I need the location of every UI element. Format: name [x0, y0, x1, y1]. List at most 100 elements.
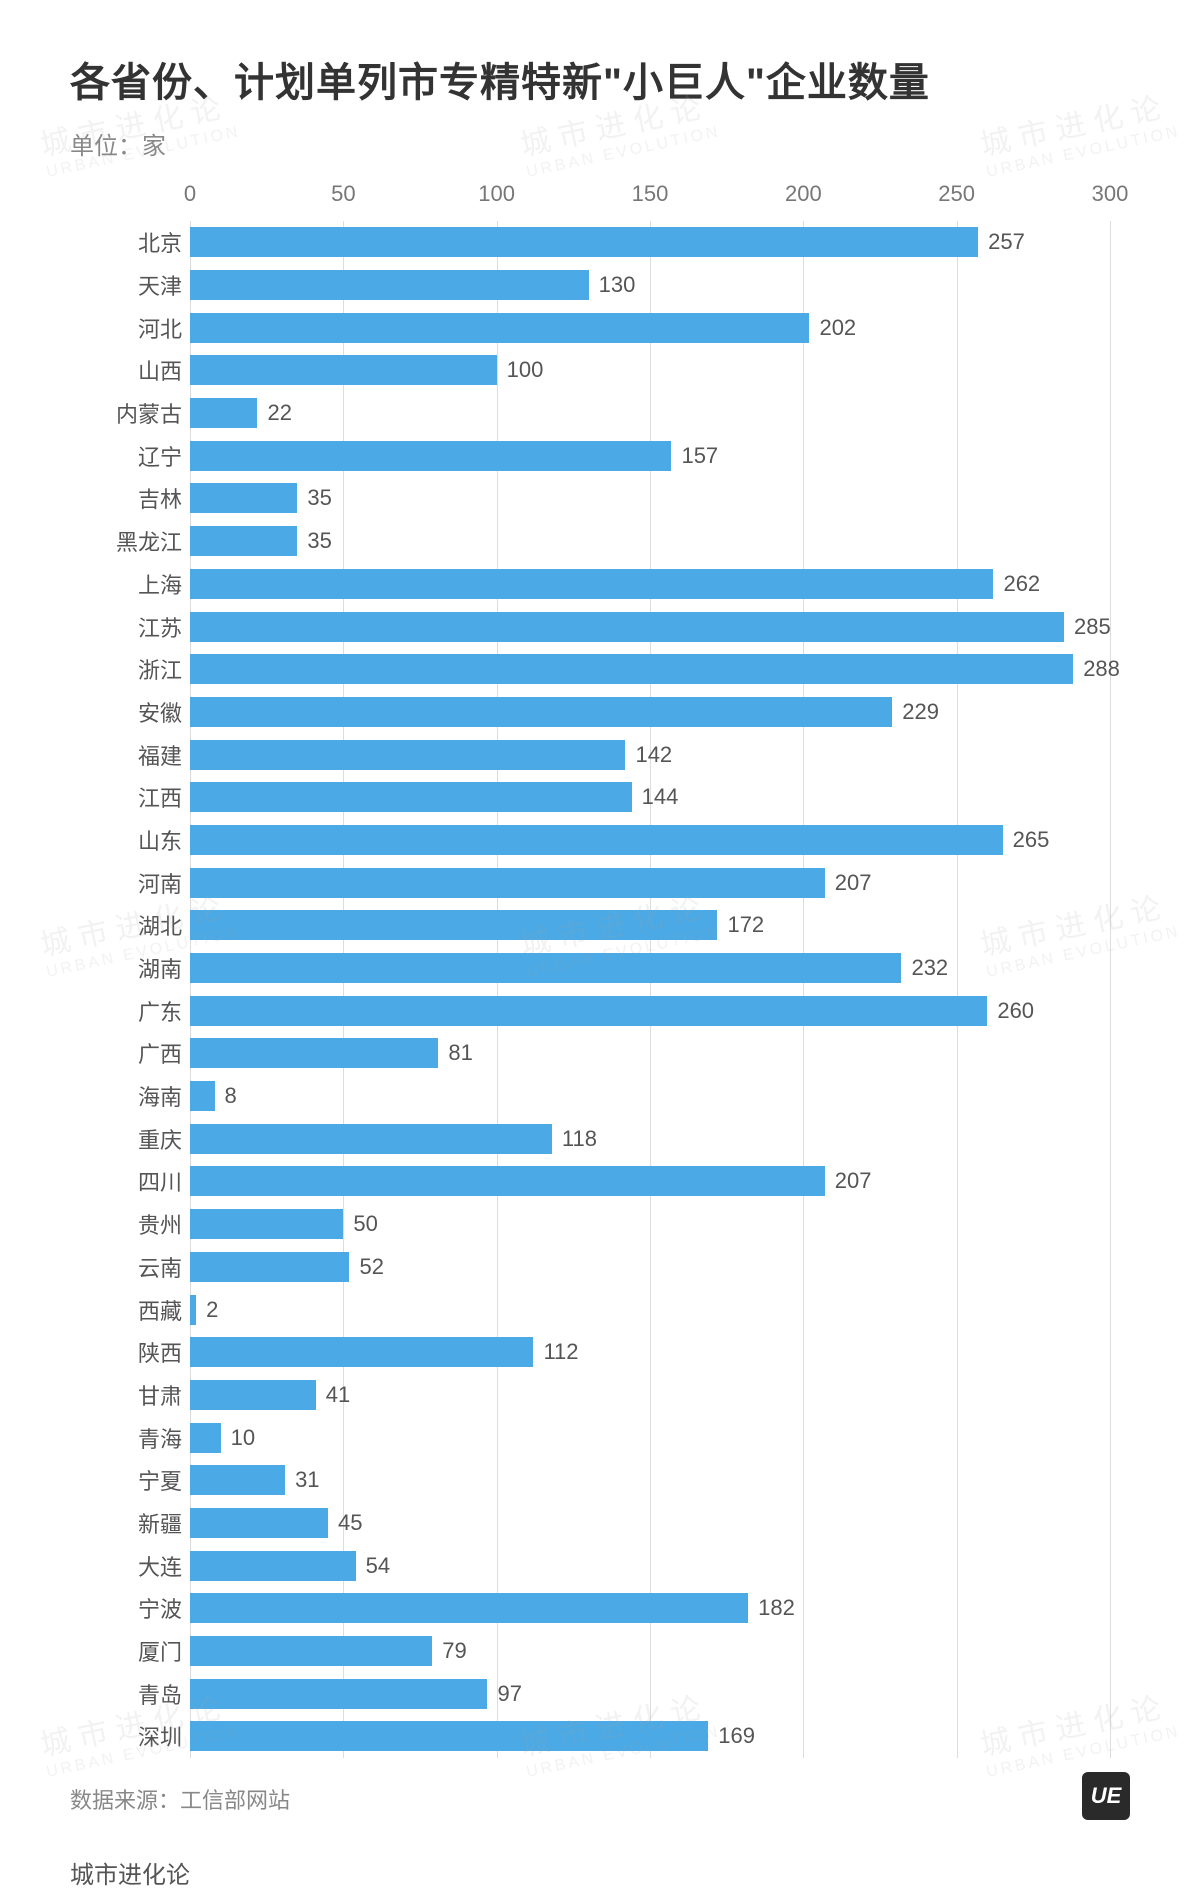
category-label: 四川	[62, 1165, 182, 1197]
bar	[190, 1679, 487, 1709]
value-label: 50	[353, 1211, 377, 1237]
category-label: 陕西	[62, 1336, 182, 1368]
bar-row: 新疆45	[190, 1502, 1110, 1545]
value-label: 157	[681, 443, 718, 469]
bar-row: 河北202	[190, 306, 1110, 349]
category-label: 深圳	[62, 1720, 182, 1752]
value-label: 112	[543, 1339, 578, 1365]
value-label: 8	[225, 1083, 237, 1109]
category-label: 广东	[62, 995, 182, 1027]
x-axis-tick: 200	[785, 181, 822, 207]
category-label: 青海	[62, 1422, 182, 1454]
category-label: 湖北	[62, 909, 182, 941]
bar-row: 辽宁157	[190, 434, 1110, 477]
bar	[190, 1337, 533, 1367]
value-label: 10	[231, 1425, 255, 1451]
bar	[190, 1721, 708, 1751]
category-label: 江西	[62, 781, 182, 813]
category-label: 山西	[62, 354, 182, 386]
bar-row: 甘肃41	[190, 1374, 1110, 1417]
bar	[190, 868, 825, 898]
bar-row: 深圳169	[190, 1715, 1110, 1758]
value-label: 118	[562, 1126, 597, 1152]
category-label: 贵州	[62, 1208, 182, 1240]
bar-row: 广东260	[190, 989, 1110, 1032]
bar	[190, 270, 589, 300]
category-label: 海南	[62, 1080, 182, 1112]
value-label: 97	[497, 1681, 521, 1707]
bar	[190, 1508, 328, 1538]
category-label: 西藏	[62, 1294, 182, 1326]
bar-row: 大连54	[190, 1544, 1110, 1587]
chart-area: 050100150200250300 北京257天津130河北202山西100内…	[70, 181, 1130, 1758]
bar	[190, 1209, 343, 1239]
bar-row: 上海262	[190, 563, 1110, 606]
bar	[190, 526, 297, 556]
bar	[190, 1551, 356, 1581]
bar-row: 云南52	[190, 1246, 1110, 1289]
bar	[190, 1124, 552, 1154]
value-label: 172	[727, 912, 764, 938]
bar	[190, 1166, 825, 1196]
bar	[190, 654, 1073, 684]
value-label: 31	[295, 1467, 319, 1493]
bar-row: 浙江288	[190, 648, 1110, 691]
bar	[190, 612, 1064, 642]
value-label: 229	[902, 699, 939, 725]
bar	[190, 1636, 432, 1666]
bar-row: 山东265	[190, 819, 1110, 862]
category-label: 宁夏	[62, 1464, 182, 1496]
value-label: 207	[835, 1168, 872, 1194]
category-label: 江苏	[62, 611, 182, 643]
category-label: 青岛	[62, 1678, 182, 1710]
bar	[190, 355, 497, 385]
bar	[190, 483, 297, 513]
bar-row: 江西144	[190, 776, 1110, 819]
value-label: 100	[507, 357, 544, 383]
bar	[190, 910, 717, 940]
bar	[190, 441, 671, 471]
x-axis-tick: 50	[331, 181, 355, 207]
category-label: 浙江	[62, 653, 182, 685]
x-axis-tick: 250	[938, 181, 975, 207]
value-label: 45	[338, 1510, 362, 1536]
value-label: 41	[326, 1382, 350, 1408]
value-label: 182	[758, 1595, 795, 1621]
category-label: 湖南	[62, 952, 182, 984]
category-label: 山东	[62, 824, 182, 856]
value-label: 169	[718, 1723, 755, 1749]
value-label: 22	[267, 400, 291, 426]
bar-row: 海南8	[190, 1075, 1110, 1118]
ue-badge-icon: UE	[1082, 1772, 1130, 1820]
value-label: 288	[1083, 656, 1120, 682]
value-label: 207	[835, 870, 872, 896]
bar	[190, 1593, 748, 1623]
x-axis: 050100150200250300	[190, 181, 1110, 221]
category-label: 天津	[62, 269, 182, 301]
chart-subtitle: 单位：家	[70, 126, 1130, 161]
category-label: 黑龙江	[62, 525, 182, 557]
bar-row: 四川207	[190, 1160, 1110, 1203]
value-label: 257	[988, 229, 1025, 255]
value-label: 54	[366, 1553, 390, 1579]
bar-row: 北京257	[190, 221, 1110, 264]
value-label: 35	[307, 485, 331, 511]
bar-row: 广西81	[190, 1032, 1110, 1075]
category-label: 甘肃	[62, 1379, 182, 1411]
value-label: 265	[1013, 827, 1050, 853]
bar	[190, 1423, 221, 1453]
x-axis-tick: 100	[478, 181, 515, 207]
bar	[190, 1465, 285, 1495]
bar-row: 内蒙古22	[190, 392, 1110, 435]
category-label: 广西	[62, 1037, 182, 1069]
x-axis-tick: 0	[184, 181, 196, 207]
x-axis-tick: 150	[632, 181, 669, 207]
chart-title: 各省份、计划单列市专精特新"小巨人"企业数量	[70, 50, 1130, 108]
value-label: 260	[997, 998, 1034, 1024]
bar-row: 陕西112	[190, 1331, 1110, 1374]
category-label: 河北	[62, 312, 182, 344]
category-label: 厦门	[62, 1635, 182, 1667]
bar-row: 重庆118	[190, 1117, 1110, 1160]
bar-row: 宁夏31	[190, 1459, 1110, 1502]
bar-row: 福建142	[190, 733, 1110, 776]
